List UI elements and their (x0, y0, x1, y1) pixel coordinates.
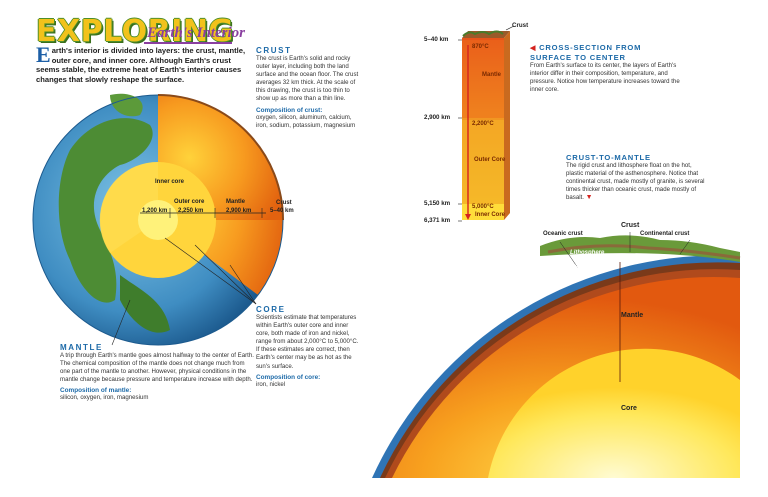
cross-section-column (458, 25, 515, 222)
cs-depth-2: 2,900 km (424, 114, 451, 121)
cross-section-heading: ◀ CROSS-SECTION FROM SURFACE TO CENTER (530, 43, 642, 62)
crust-to-mantle-body: The rigid crust and lithosphere float on… (566, 162, 705, 202)
slice-label-core: Core (621, 405, 637, 412)
mantle-composition-heading: Composition of mantle: (60, 387, 132, 395)
triangle-left-icon: ◀ (530, 45, 537, 52)
label-inner-km: 1,200 km (142, 208, 168, 214)
crust-composition-body: oxygen, silicon, aluminum, calcium, iron… (256, 113, 356, 129)
crust-composition-heading: Composition of crust: (256, 106, 323, 114)
cs-temp-1: 870°C (472, 44, 489, 50)
mantle-body: A trip through Earth's mantle goes almos… (60, 352, 254, 384)
label-crust-km: 5–40 km (270, 208, 294, 214)
triangle-down-icon: ▼ (585, 194, 593, 202)
cs-layer-mantle: Mantle (482, 72, 502, 78)
crust-to-mantle-section: CRUST-TO-MANTLE The rigid crust and lith… (566, 153, 708, 202)
title-subtitle: Earth's Interior (147, 25, 245, 41)
cs-depth-1: 5–40 km (424, 36, 449, 43)
cs-depth-4: 6,371 km (424, 217, 451, 224)
label-inner-core: Inner core (155, 179, 185, 185)
intro-text: arth's interior is divided into layers: … (36, 46, 246, 84)
cs-depth-3: 5,150 km (424, 200, 451, 207)
cs-layer-inner-core: Inner Core (475, 212, 506, 218)
globe (32, 93, 284, 346)
slice-label-continental-crust: Continental crust (640, 231, 690, 237)
cs-temp-3: 5,000°C (472, 204, 494, 210)
cs-label-crust: Crust (512, 22, 529, 29)
cross-section-text: ◀ CROSS-SECTION FROM SURFACE TO CENTER F… (530, 43, 690, 94)
earth-slice-illustration (372, 232, 741, 478)
core-heading: CORE (256, 305, 286, 314)
label-outer-km: 2,250 km (178, 208, 204, 214)
title-underline (144, 42, 232, 44)
label-mantle-globe: Mantle (226, 199, 246, 205)
cross-section-body: From Earth's surface to its center, the … (530, 62, 680, 94)
label-crust-globe: Crust (276, 200, 292, 206)
mantle-heading: MANTLE (60, 343, 103, 352)
slice-label-asthenosphere: Asthenosphere (563, 264, 607, 270)
slice-label-lithosphere: Lithosphere (570, 250, 605, 256)
slice-label-mantle: Mantle (621, 312, 644, 319)
crust-heading: CRUST (256, 46, 292, 55)
cs-temp-2: 2,200°C (472, 121, 494, 127)
crust-body: The crust is Earth's solid and rocky out… (256, 55, 359, 103)
crust-section: CRUST The crust is Earth's solid and roc… (256, 46, 361, 130)
label-outer-core: Outer core (174, 199, 205, 205)
intro-drop-cap: E (36, 42, 51, 67)
mantle-section: MANTLE A trip through Earth's mantle goe… (60, 343, 256, 402)
label-mantle-km: 2,900 km (226, 208, 252, 214)
crust-to-mantle-heading: CRUST-TO-MANTLE (566, 153, 651, 162)
slice-label-crust: Crust (621, 222, 640, 229)
core-composition-body: iron, nickel (256, 380, 286, 388)
core-composition-heading: Composition of core: (256, 373, 321, 381)
slice-label-oceanic-crust: Oceanic crust (543, 231, 583, 237)
core-body: Scientists estimate that temperatures wi… (256, 314, 359, 370)
core-section: CORE Scientists estimate that temperatur… (256, 305, 361, 389)
cs-layer-outer-core: Outer Core (474, 157, 506, 163)
mantle-composition-body: silicon, oxygen, iron, magnesium (60, 394, 149, 402)
